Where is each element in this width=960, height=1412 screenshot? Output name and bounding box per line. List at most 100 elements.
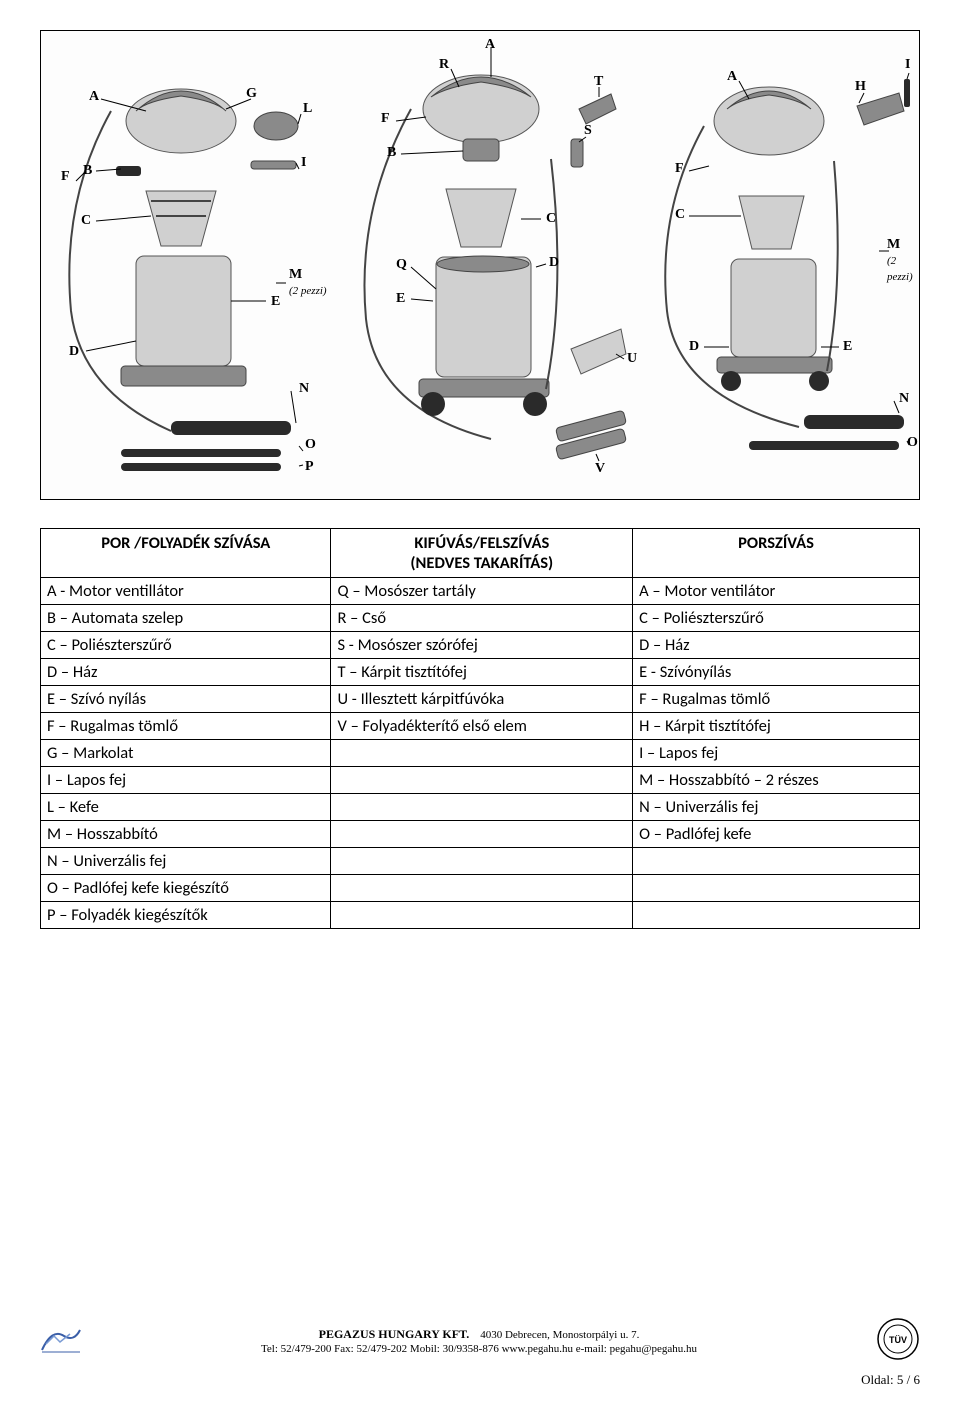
table-row: M – Hosszabbító O – Padlófej kefe — [41, 821, 920, 848]
label-N: N — [299, 381, 309, 397]
label-S: S — [584, 123, 592, 139]
label-D3: D — [689, 339, 699, 355]
table-cell: I – Lapos fej — [41, 767, 331, 794]
table-cell: N – Univerzális fej — [633, 794, 920, 821]
table-cell — [633, 848, 920, 875]
label-L: L — [303, 101, 312, 117]
table-cell: C – Poliészterszűrő — [633, 605, 920, 632]
label-O: O — [305, 437, 316, 453]
table-cell — [331, 821, 633, 848]
table-row: N – Univerzális fej — [41, 848, 920, 875]
table-cell: G – Markolat — [41, 740, 331, 767]
diagram-figure-3: A F C D E H I M(2 pezzi) N O — [649, 51, 917, 471]
table-cell — [331, 794, 633, 821]
table-row: E – Szívó nyílásU - Illesztett kárpitfúv… — [41, 686, 920, 713]
table-cell — [331, 875, 633, 902]
table-cell: O – Padlófej kefe kiegészítő — [41, 875, 331, 902]
table-cell: M – Hosszabbító — [41, 821, 331, 848]
table-cell — [331, 767, 633, 794]
label-F: F — [61, 169, 70, 185]
col-header-3: PORSZÍVÁS — [633, 529, 920, 578]
label-B2: B — [387, 145, 396, 161]
company-logo-icon — [40, 1324, 82, 1359]
table-row: P – Folyadék kiegészítők — [41, 902, 920, 929]
label-G: G — [246, 86, 257, 102]
label-E2: E — [396, 291, 405, 307]
label-T: T — [594, 74, 603, 90]
table-row: O – Padlófej kefe kiegészítő — [41, 875, 920, 902]
label-M3: M(2 pezzi) — [887, 237, 917, 285]
table-row: C – PoliészterszűrőS - Mosószer szórófej… — [41, 632, 920, 659]
table-cell: H – Kárpit tisztítófej — [633, 713, 920, 740]
label-B: B — [83, 163, 92, 179]
label-H: H — [855, 79, 866, 95]
table-cell: F – Rugalmas tömlő — [633, 686, 920, 713]
table-row: D – HázT – Kárpit tisztítófejE - Szívóny… — [41, 659, 920, 686]
label-D: D — [69, 344, 79, 360]
label-A: A — [89, 89, 99, 105]
table-cell: B – Automata szelep — [41, 605, 331, 632]
table-cell: E – Szívó nyílás — [41, 686, 331, 713]
table-cell: C – Poliészterszűrő — [41, 632, 331, 659]
table-cell: S - Mosószer szórófej — [331, 632, 633, 659]
table-row: I – Lapos fej M – Hosszabbító – 2 részes — [41, 767, 920, 794]
parts-diagram: A F B C D E G I L M(2 pezzi) N O P — [40, 30, 920, 500]
table-row: G – Markolat I – Lapos fej — [41, 740, 920, 767]
diagram-figure-1: A F B C D E G I L M(2 pezzi) N O P — [51, 51, 331, 481]
table-cell: N – Univerzális fej — [41, 848, 331, 875]
svg-text:TÜV: TÜV — [889, 1335, 907, 1345]
table-cell: O – Padlófej kefe — [633, 821, 920, 848]
table-cell: A - Motor ventillátor — [41, 578, 331, 605]
table-cell: V – Folyadékterítő első elem — [331, 713, 633, 740]
table-cell — [633, 902, 920, 929]
table-cell: U - Illesztett kárpitfúvóka — [331, 686, 633, 713]
label-A2: A — [485, 37, 495, 53]
label-E: E — [271, 294, 280, 310]
table-cell — [331, 848, 633, 875]
table-cell: P – Folyadék kiegészítők — [41, 902, 331, 929]
table-row: L – Kefe N – Univerzális fej — [41, 794, 920, 821]
page-number: Oldal: 5 / 6 — [40, 1372, 920, 1388]
label-F3: F — [675, 161, 684, 177]
table-cell: D – Ház — [41, 659, 331, 686]
parts-table: POR /FOLYADÉK SZÍVÁSA KIFÚVÁS/FELSZÍVÁS … — [40, 528, 920, 929]
table-cell: Q – Mosószer tartály — [331, 578, 633, 605]
col-header-2: KIFÚVÁS/FELSZÍVÁS (NEDVES TAKARÍTÁS) — [331, 529, 633, 578]
label-O3: O — [907, 435, 918, 451]
diagram-figure-2: A R F B C D Q E T S U V — [341, 39, 641, 489]
label-A3: A — [727, 69, 737, 85]
label-N3: N — [899, 391, 909, 407]
table-header-row: POR /FOLYADÉK SZÍVÁSA KIFÚVÁS/FELSZÍVÁS … — [41, 529, 920, 578]
label-E3: E — [843, 339, 852, 355]
label-P: P — [305, 459, 314, 475]
table-cell: D – Ház — [633, 632, 920, 659]
label-F2: F — [381, 111, 390, 127]
footer-text: PEGAZUS HUNGARY KFT. 4030 Debrecen, Mono… — [94, 1327, 864, 1357]
label-C3: C — [675, 207, 685, 223]
table-cell: L – Kefe — [41, 794, 331, 821]
table-cell: M – Hosszabbító – 2 részes — [633, 767, 920, 794]
table-cell: R – Cső — [331, 605, 633, 632]
label-U: U — [627, 351, 637, 367]
table-cell: T – Kárpit tisztítófej — [331, 659, 633, 686]
label-Q: Q — [396, 257, 407, 273]
label-I: I — [301, 155, 306, 171]
table-cell — [331, 902, 633, 929]
tuv-badge-icon: TÜV — [876, 1317, 920, 1366]
col-header-1: POR /FOLYADÉK SZÍVÁSA — [41, 529, 331, 578]
label-D2: D — [549, 255, 559, 271]
label-R: R — [439, 57, 449, 73]
label-V: V — [595, 461, 605, 477]
label-I3: I — [905, 57, 910, 73]
label-C: C — [81, 213, 91, 229]
table-cell: A – Motor ventilátor — [633, 578, 920, 605]
table-cell: F – Rugalmas tömlő — [41, 713, 331, 740]
table-row: F – Rugalmas tömlőV – Folyadékterítő els… — [41, 713, 920, 740]
page-footer: PEGAZUS HUNGARY KFT. 4030 Debrecen, Mono… — [40, 1317, 920, 1388]
table-cell — [331, 740, 633, 767]
table-row: B – Automata szelepR – CsőC – Poliészter… — [41, 605, 920, 632]
table-row: A - Motor ventillátorQ – Mosószer tartál… — [41, 578, 920, 605]
label-M: M(2 pezzi) — [289, 267, 327, 299]
table-cell: E - Szívónyílás — [633, 659, 920, 686]
table-cell: I – Lapos fej — [633, 740, 920, 767]
